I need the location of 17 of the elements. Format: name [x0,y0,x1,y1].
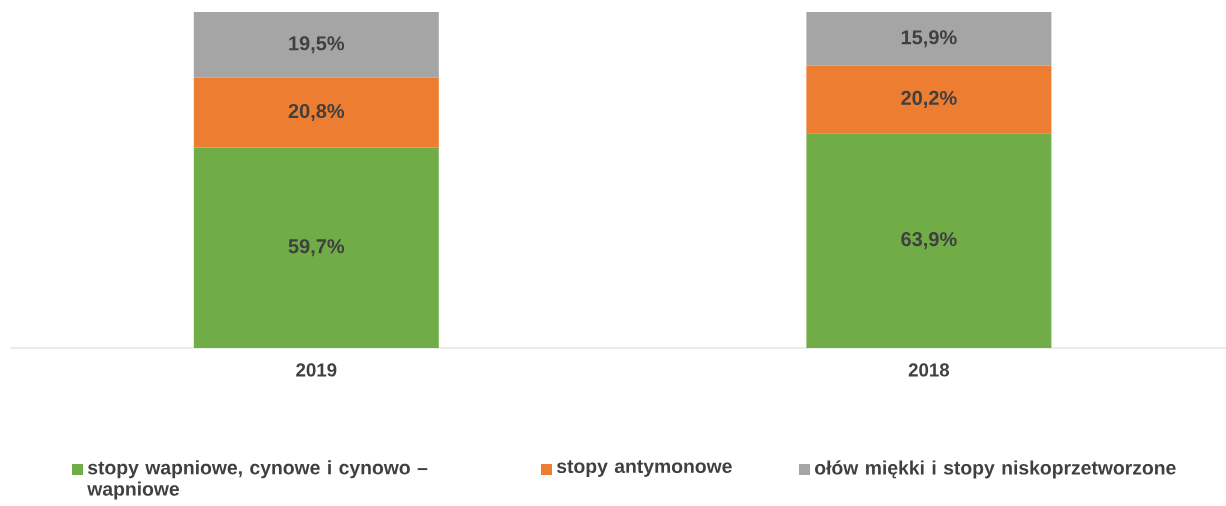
data-label: 63,9% [901,232,957,250]
x-tick-label: 2019 [296,363,337,377]
bar [806,11,1052,66]
data-label: 19,5% [289,36,345,54]
bar [193,147,439,348]
data-label: 15,9% [901,30,957,48]
legend-label: stopy antymonowe [556,460,732,477]
legend-label: ołów miękki i stopy niskoprzetworzone [815,460,1176,479]
legend-label: stopy wapniowe, cynowe i cynowo – wapniowe [87,460,428,500]
bar [193,11,439,78]
data-label: 20,8% [288,103,345,121]
bar [806,65,1052,134]
x-tick-label: 2018 [908,363,950,377]
bar [806,133,1052,348]
data-label: 20,2% [901,90,957,108]
data-label: 59,7% [288,239,345,257]
bar [193,77,439,148]
